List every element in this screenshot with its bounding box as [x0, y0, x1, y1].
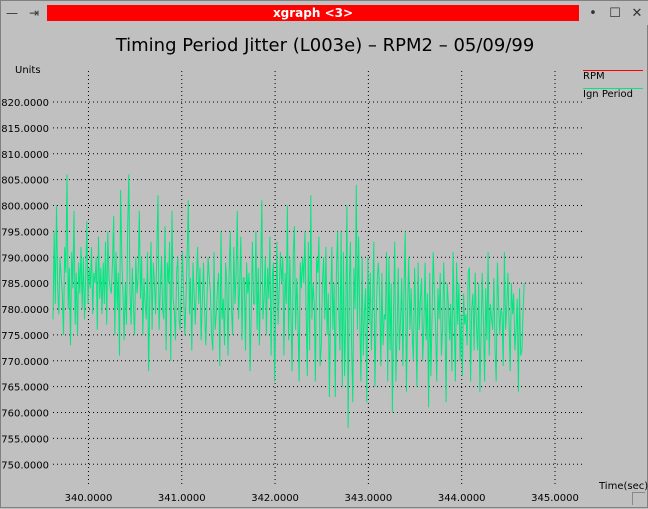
title-bar[interactable]: — ⇥ xgraph <3> • ☐ ✕ [1, 1, 648, 25]
y-tick-label: 795.0000 [1, 227, 49, 238]
y-tick-label: 775.0000 [1, 331, 49, 342]
x-tick-label: 341.0000 [158, 493, 206, 504]
pin-icon[interactable]: ⇥ [28, 6, 40, 20]
y-tick-label: 755.0000 [1, 434, 49, 445]
y-tick-label: 820.0000 [1, 98, 49, 109]
y-axis-label: Units [15, 65, 41, 76]
y-tick-label: 785.0000 [1, 279, 49, 290]
y-tick-label: 790.0000 [1, 253, 49, 264]
window-title: xgraph <3> [47, 5, 579, 21]
title-bar-left-controls: — ⇥ [3, 3, 43, 23]
legend-swatch [583, 88, 643, 89]
legend-label: Ign Period [583, 89, 633, 100]
y-tick-label: 800.0000 [1, 202, 49, 213]
x-tick-label: 344.0000 [438, 493, 486, 504]
x-tick-label: 342.0000 [251, 493, 299, 504]
title-bar-right-controls: • ☐ ✕ [585, 3, 645, 23]
shade-icon[interactable]: • [589, 5, 597, 21]
y-tick-label: 765.0000 [1, 383, 49, 394]
x-axis-label: Time(sec) [599, 481, 648, 492]
x-tick-label: 343.0000 [345, 493, 393, 504]
y-tick-label: 760.0000 [1, 409, 49, 420]
close-icon[interactable]: ✕ [631, 5, 643, 21]
window-menu-icon[interactable]: — [6, 6, 18, 20]
maximize-icon[interactable]: ☐ [609, 5, 621, 21]
series-line-ign-period [52, 174, 525, 429]
y-tick-label: 805.0000 [1, 176, 49, 187]
y-tick-label: 770.0000 [1, 357, 49, 368]
y-tick-label: 810.0000 [1, 150, 49, 161]
x-tick-label: 345.0000 [531, 493, 579, 504]
y-tick-label: 750.0000 [1, 460, 49, 471]
x-tick-label: 340.0000 [65, 493, 113, 504]
resize-grip[interactable] [632, 492, 645, 505]
legend-label: RPM [583, 71, 605, 82]
chart-title: Timing Period Jitter (L003e) – RPM2 – 05… [115, 35, 535, 56]
y-tick-label: 780.0000 [1, 305, 49, 316]
legend-swatch [583, 70, 643, 71]
y-tick-label: 815.0000 [1, 124, 49, 135]
